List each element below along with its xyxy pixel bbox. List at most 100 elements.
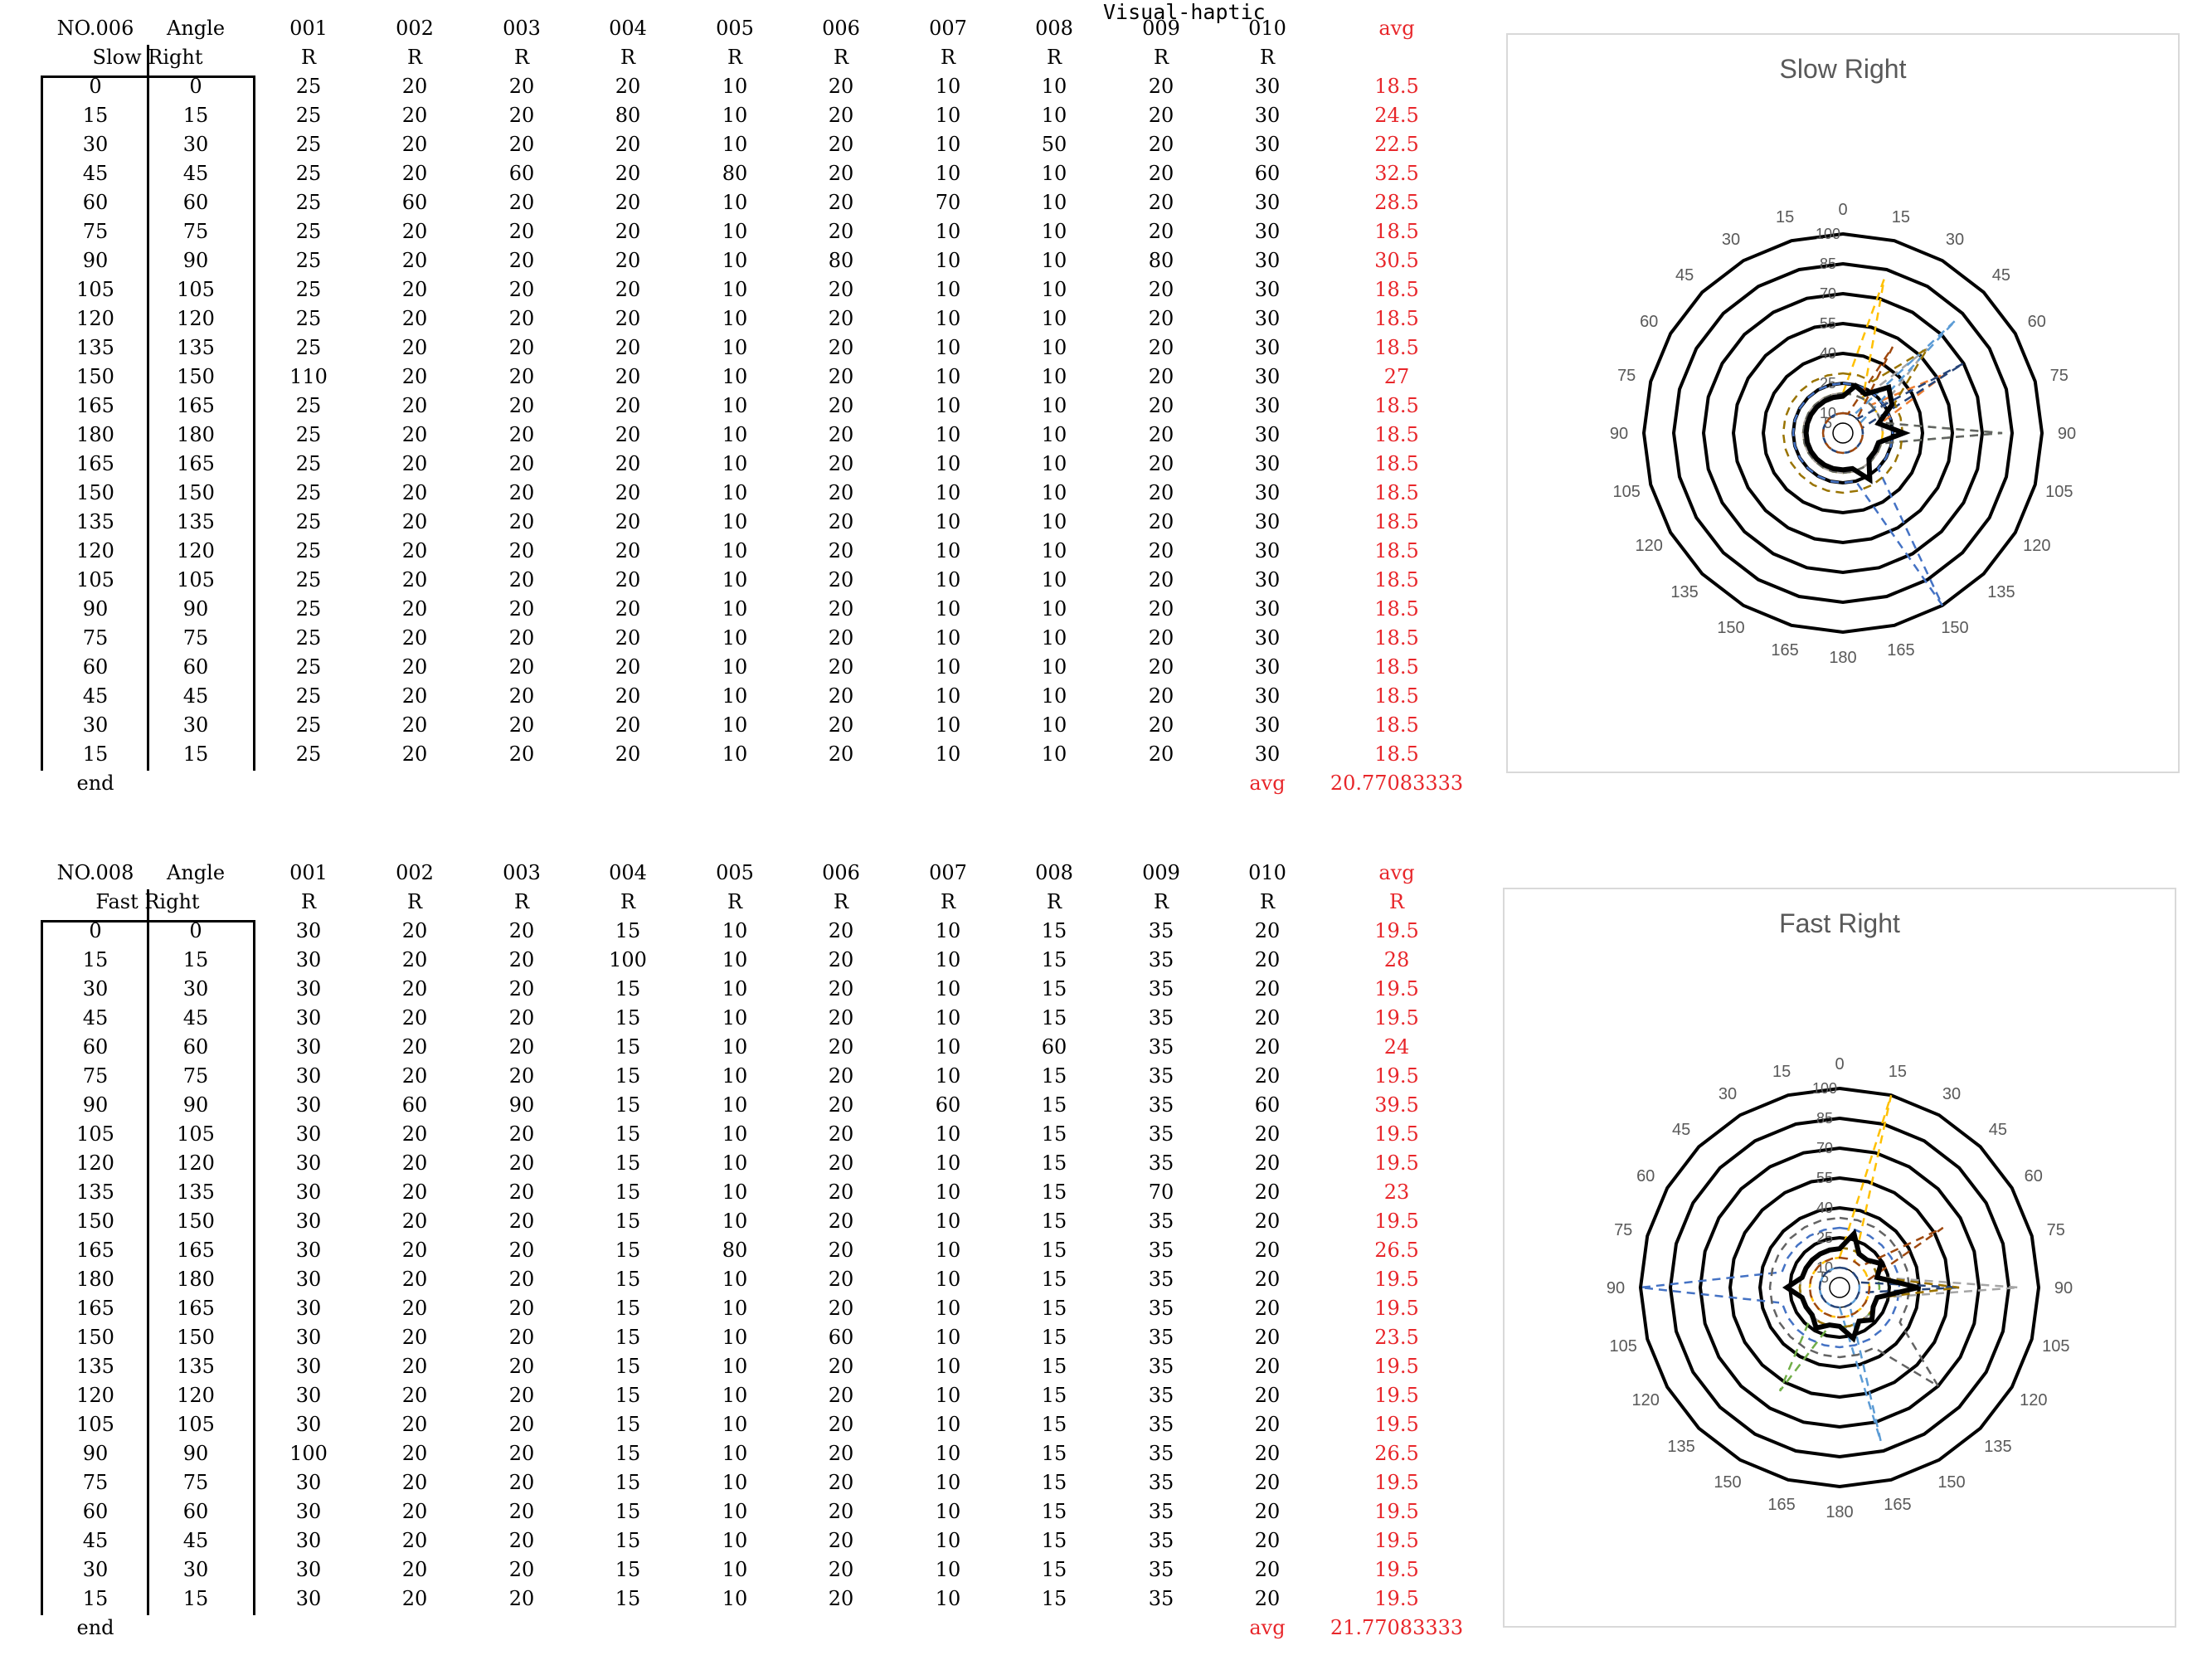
avg-series-line	[1782, 1229, 1919, 1343]
value-cell: 30	[295, 1529, 322, 1552]
value-cell: 20	[508, 713, 535, 737]
value-cell: 20	[615, 133, 641, 156]
value-cell: 15	[1041, 1297, 1067, 1320]
value-cell: 30	[1254, 742, 1281, 766]
row-index-cell: 15	[82, 1587, 109, 1610]
subheader-cell: R	[513, 46, 530, 69]
value-cell: 35	[1148, 948, 1174, 971]
angular-axis-label: 165	[1887, 641, 1914, 660]
row-index-cell: 30	[82, 713, 109, 737]
value-cell: 60	[401, 191, 428, 214]
value-cell: 20	[508, 75, 535, 98]
value-cell: 20	[1148, 336, 1174, 359]
value-cell: 30	[295, 1122, 322, 1146]
header-cell: avg	[1378, 861, 1415, 884]
value-cell: 10	[935, 307, 961, 330]
value-cell: 10	[722, 1151, 748, 1175]
value-cell: 10	[935, 626, 961, 650]
angular-axis-label: 180	[1826, 1503, 1853, 1521]
value-cell: 20	[1254, 1180, 1281, 1204]
value-cell: 30	[295, 1151, 322, 1175]
header-cell: 003	[503, 17, 541, 40]
value-cell: 30	[295, 977, 322, 1000]
value-cell: 25	[295, 423, 322, 446]
angle-cell: 15	[182, 1587, 209, 1610]
angle-cell: 105	[177, 1122, 215, 1146]
value-cell: 30	[1254, 626, 1281, 650]
value-cell: 10	[722, 1442, 748, 1465]
value-cell: 20	[1148, 104, 1174, 127]
angle-cell: 75	[182, 626, 209, 650]
value-cell: 20	[1148, 626, 1174, 650]
value-cell: 20	[508, 919, 535, 942]
angle-cell: 90	[182, 597, 209, 621]
value-cell: 30	[1254, 133, 1281, 156]
value-cell: 10	[935, 481, 961, 504]
value-cell: 20	[401, 977, 428, 1000]
avg-cell: 18.5	[1374, 713, 1419, 737]
value-cell: 30	[1254, 75, 1281, 98]
value-cell: 20	[828, 452, 854, 475]
value-cell: 10	[722, 249, 748, 272]
table-border	[253, 75, 255, 771]
value-cell: 10	[1041, 713, 1067, 737]
radial-tick-label: 100	[1816, 226, 1840, 242]
avg-cell: 18.5	[1374, 394, 1419, 417]
value-cell: 25	[295, 597, 322, 621]
value-cell: 20	[828, 1268, 854, 1291]
radial-tick-label: 55	[1816, 1170, 1833, 1186]
value-cell: 10	[1041, 597, 1067, 621]
value-cell: 20	[508, 220, 535, 243]
avg-cell: 19.5	[1374, 1558, 1419, 1581]
value-cell: 20	[508, 1413, 535, 1436]
value-cell: 15	[1041, 1006, 1067, 1030]
value-cell: 20	[615, 365, 641, 388]
value-cell: 20	[508, 626, 535, 650]
value-cell: 20	[1148, 597, 1174, 621]
value-cell: 20	[401, 1122, 428, 1146]
value-cell: 20	[828, 1006, 854, 1030]
value-cell: 10	[935, 423, 961, 446]
value-cell: 20	[1254, 1413, 1281, 1436]
value-cell: 25	[295, 307, 322, 330]
value-cell: 30	[295, 1471, 322, 1494]
value-cell: 20	[828, 1210, 854, 1233]
angular-axis-label: 75	[2047, 1221, 2065, 1239]
value-cell: 15	[615, 1442, 641, 1465]
value-cell: 70	[935, 191, 961, 214]
value-cell: 20	[508, 510, 535, 533]
value-cell: 20	[508, 278, 535, 301]
value-cell: 20	[401, 684, 428, 708]
value-cell: 10	[722, 1384, 748, 1407]
value-cell: 20	[615, 742, 641, 766]
value-cell: 30	[295, 1326, 322, 1349]
value-cell: 30	[295, 1064, 322, 1088]
value-cell: 15	[615, 977, 641, 1000]
row-index-cell: 120	[76, 539, 114, 562]
header-cell: 007	[929, 861, 967, 884]
avg-cell: 18.5	[1374, 539, 1419, 562]
series-line	[1782, 348, 1928, 494]
value-cell: 20	[401, 1035, 428, 1059]
value-cell: 20	[828, 684, 854, 708]
avg-cell: 26.5	[1374, 1442, 1419, 1465]
value-cell: 30	[1254, 307, 1281, 330]
value-cell: 15	[615, 1471, 641, 1494]
value-cell: 20	[1254, 1064, 1281, 1088]
value-cell: 20	[1254, 1210, 1281, 1233]
value-cell: 20	[401, 249, 428, 272]
subheader-cell: R	[1388, 890, 1405, 913]
angle-cell: 30	[182, 713, 209, 737]
angle-cell: 135	[177, 510, 215, 533]
value-cell: 10	[935, 1239, 961, 1262]
row-index-cell: 60	[82, 1035, 109, 1059]
series-line	[1801, 279, 1885, 475]
radial-tick-label: 55	[1820, 315, 1836, 332]
angular-axis-label: 60	[2025, 1167, 2043, 1185]
subheader-cell: R	[940, 890, 956, 913]
value-cell: 20	[508, 684, 535, 708]
angle-cell: 60	[182, 191, 209, 214]
avg-cell: 23.5	[1374, 1326, 1419, 1349]
series-line	[1640, 1226, 1901, 1349]
value-cell: 15	[1041, 977, 1067, 1000]
